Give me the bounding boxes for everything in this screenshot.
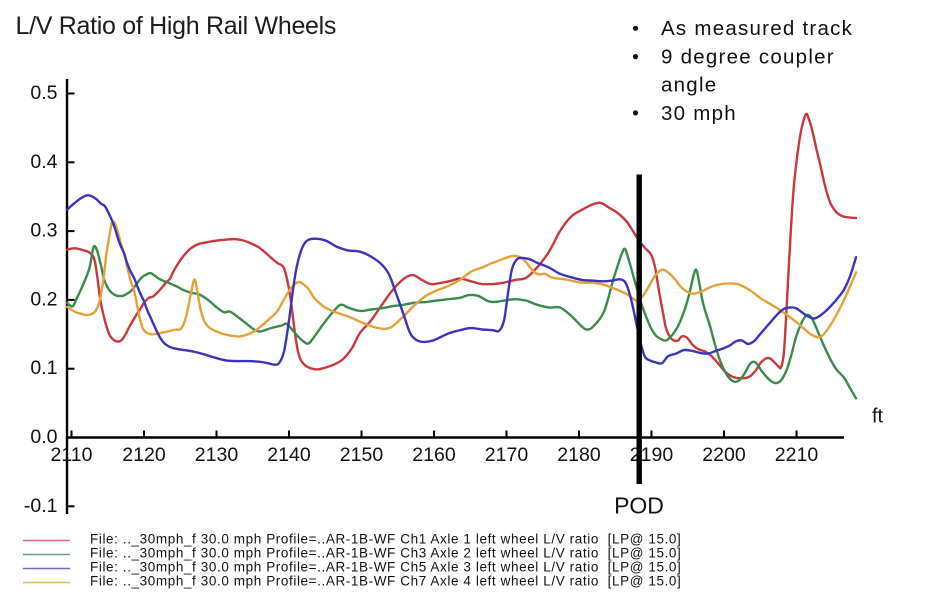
svg-text:0.0: 0.0 — [30, 426, 57, 448]
svg-text:30 mph: 30 mph — [661, 102, 737, 125]
svg-text:2210: 2210 — [775, 444, 819, 466]
svg-text:0.2: 0.2 — [30, 288, 57, 310]
svg-text:2190: 2190 — [630, 444, 674, 466]
svg-text:0.3: 0.3 — [30, 220, 57, 242]
svg-text:2130: 2130 — [195, 444, 239, 466]
svg-text:2150: 2150 — [340, 444, 384, 466]
svg-text:2200: 2200 — [702, 444, 746, 466]
svg-text:File: .._30mph_f 30.0 mph Prof: File: .._30mph_f 30.0 mph Profile=..AR-1… — [90, 545, 681, 560]
svg-text:0.1: 0.1 — [30, 357, 57, 379]
svg-text:2180: 2180 — [557, 444, 601, 466]
svg-text:POD: POD — [614, 493, 664, 519]
svg-text:L/V Ratio of High Rail Wheels: L/V Ratio of High Rail Wheels — [16, 12, 337, 40]
svg-text:2120: 2120 — [122, 444, 166, 466]
svg-text:2110: 2110 — [51, 444, 93, 466]
svg-text:ft: ft — [872, 406, 884, 428]
svg-text:File: .._30mph_f 30.0 mph Prof: File: .._30mph_f 30.0 mph Profile=..AR-1… — [90, 531, 681, 546]
svg-text:2170: 2170 — [485, 444, 529, 466]
svg-text:As measured track: As measured track — [661, 17, 853, 40]
svg-text:2140: 2140 — [267, 444, 311, 466]
svg-text:File: .._30mph_f 30.0 mph Prof: File: .._30mph_f 30.0 mph Profile=..AR-1… — [90, 559, 681, 574]
svg-text:2160: 2160 — [412, 444, 456, 466]
svg-text:File: .._30mph_f 30.0 mph Prof: File: .._30mph_f 30.0 mph Profile=..AR-1… — [90, 573, 681, 588]
svg-text:9 degree coupler: 9 degree coupler — [661, 45, 835, 68]
svg-text:0.4: 0.4 — [30, 151, 57, 173]
svg-text:0.5: 0.5 — [30, 82, 57, 104]
svg-text:angle: angle — [661, 74, 717, 97]
svg-text:-0.1: -0.1 — [24, 495, 58, 517]
